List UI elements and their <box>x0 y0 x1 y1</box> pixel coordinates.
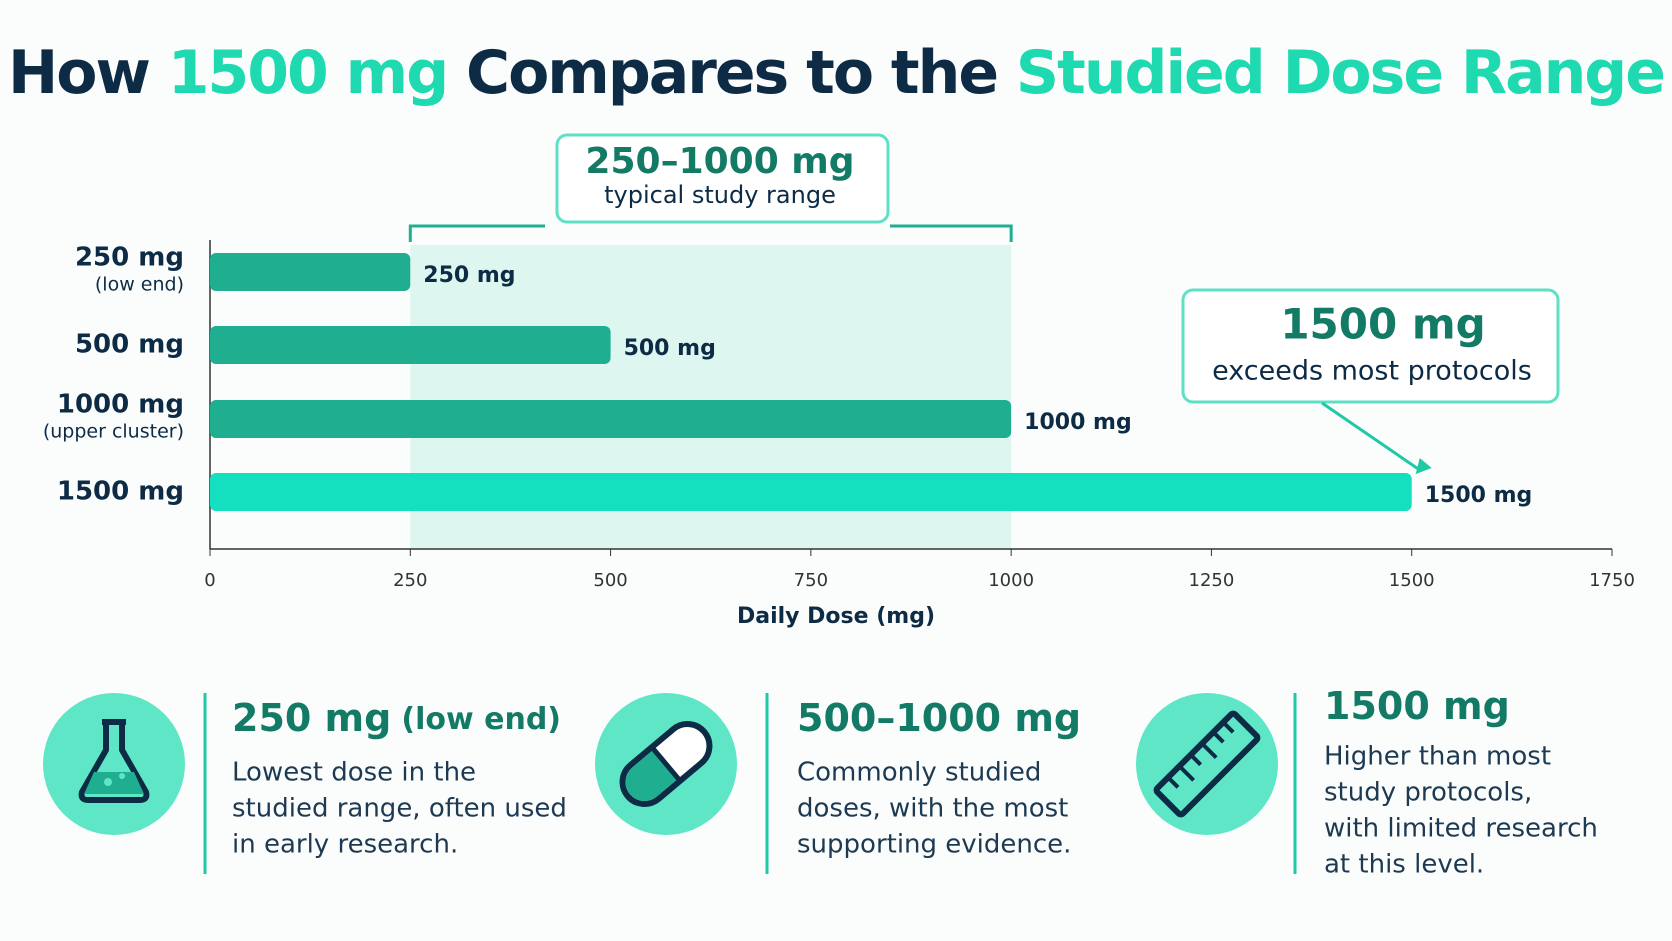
card-text: Higher than most <box>1324 742 1551 772</box>
card-text: studied range, often used <box>232 794 567 824</box>
value-label: 250 mg <box>423 263 515 288</box>
ruler-icon <box>1136 693 1278 835</box>
y-tick-note: (upper cluster) <box>43 421 184 443</box>
range-sublabel: typical study range <box>604 181 836 209</box>
bar <box>210 326 611 364</box>
title-part: Compares to the <box>447 38 1016 108</box>
callout-arrowhead <box>1415 458 1432 474</box>
card-text: Commonly studied <box>797 758 1041 788</box>
flask-icon <box>43 693 185 835</box>
pill-icon <box>595 693 737 835</box>
card-title: 1500 mg <box>1324 684 1510 728</box>
y-tick-label: 1000 mg <box>57 390 184 420</box>
x-tick-label: 500 <box>593 570 627 591</box>
value-label: 1500 mg <box>1425 483 1533 508</box>
callout-sublabel: exceeds most protocols <box>1212 356 1532 387</box>
card-title-main: 1500 mg <box>1324 684 1510 728</box>
x-tick-label: 1750 <box>1589 570 1635 591</box>
card-text: Lowest dose in the <box>232 758 476 788</box>
title-part: 1500 mg <box>168 38 447 108</box>
x-tick-label: 0 <box>204 570 215 591</box>
card-title: 250 mg (low end) <box>232 696 561 740</box>
card-text: in early research. <box>232 830 458 860</box>
title-part: Studied Dose Range <box>1016 38 1664 108</box>
y-tick-label: 1500 mg <box>57 477 184 507</box>
card-title-note: (low end) <box>401 702 561 737</box>
x-tick-label: 1500 <box>1389 570 1435 591</box>
card-text: with limited research <box>1324 814 1598 844</box>
callout-label: 1500 mg <box>1280 300 1485 349</box>
card-title: 500–1000 mg <box>797 696 1081 740</box>
y-tick-label: 500 mg <box>75 330 184 360</box>
x-tick-label: 1000 <box>988 570 1034 591</box>
range-label: 250–1000 mg <box>585 141 854 182</box>
x-axis-label: Daily Dose (mg) <box>737 604 935 629</box>
x-tick-label: 750 <box>794 570 828 591</box>
title: How 1500 mg Compares to the Studied Dose… <box>8 38 1664 108</box>
card-title-main: 250 mg <box>232 696 391 740</box>
title-part: How <box>8 38 168 108</box>
value-label: 500 mg <box>624 336 716 361</box>
callout-arrow <box>1321 401 1421 472</box>
range-bracket <box>408 224 1013 242</box>
value-label: 1000 mg <box>1024 410 1132 435</box>
card-title-main: 500–1000 mg <box>797 696 1081 740</box>
card-text: doses, with the most <box>797 794 1068 824</box>
x-tick-label: 250 <box>393 570 427 591</box>
bar <box>210 253 411 291</box>
y-tick-label: 250 mg <box>75 243 184 273</box>
card-text: at this level. <box>1324 850 1484 880</box>
bar <box>210 400 1012 438</box>
callout-box <box>1181 288 1560 404</box>
bar <box>210 473 1412 511</box>
x-tick-label: 1250 <box>1189 570 1235 591</box>
card-text: study protocols, <box>1324 778 1532 808</box>
card-text: supporting evidence. <box>797 830 1071 860</box>
y-tick-note: (low end) <box>95 274 184 296</box>
range-box <box>555 133 890 224</box>
